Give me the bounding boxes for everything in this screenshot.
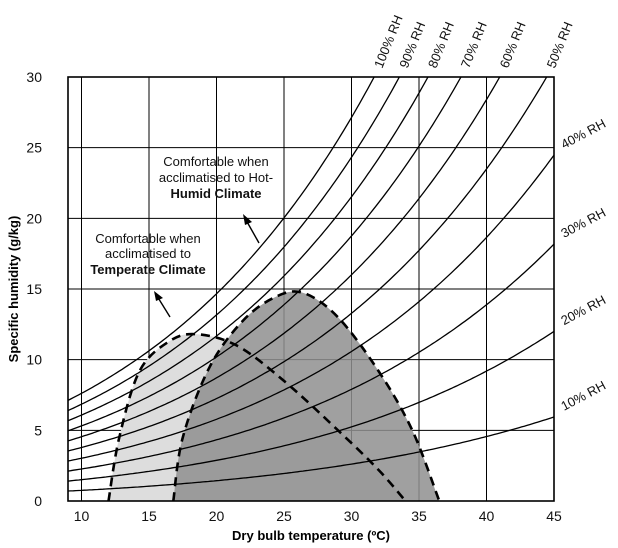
temperate-annotation: Comfortable when acclimatised to Tempera…: [90, 231, 206, 318]
rh-curve-50: [68, 77, 548, 452]
hot-humid-zone-border: [172, 290, 441, 501]
y-tick-label: 20: [26, 210, 42, 226]
hot-humid-arrow: [245, 219, 260, 244]
rh-curve-70: [68, 77, 462, 432]
rh-label-20: 20% RH: [558, 292, 608, 328]
rh-curve-20: [68, 330, 554, 482]
y-tick-label: 0: [34, 493, 42, 509]
hot-humid-annotation-line-1: Comfortable when: [163, 154, 269, 169]
y-tick-label: 30: [26, 69, 42, 85]
plot-frame: [67, 76, 555, 502]
hot-humid-zone-fill: [173, 291, 440, 501]
rh-curves: [68, 77, 554, 492]
temperate-arrowhead: [154, 291, 163, 301]
x-tick-label: 10: [74, 508, 90, 524]
rh-label-30: 30% RH: [558, 205, 608, 241]
rh-curve-60: [68, 77, 501, 442]
rh-label-10: 10% RH: [558, 378, 608, 414]
x-axis-title: Dry bulb temperature (ºC): [232, 528, 390, 543]
temperate-annotation-line-1: Comfortable when: [95, 231, 201, 246]
hot-humid-annotation-line-3: Humid Climate: [170, 186, 261, 201]
y-axis-title: Specific humidity (g/kg): [6, 216, 21, 363]
x-tick-label: 15: [141, 508, 157, 524]
x-tick-label: 20: [209, 508, 225, 524]
temperate-annotation-line-2: acclimatised to: [105, 246, 191, 261]
y-tick-labels: 0 5 10 15 20 25 30: [26, 69, 42, 509]
rh-curve-40: [68, 154, 554, 462]
comfort-zones: [108, 291, 440, 501]
hot-humid-arrowhead: [243, 214, 252, 225]
rh-label-60: 60% RH: [497, 20, 529, 71]
rh-curve-90: [68, 77, 401, 412]
temperate-zone-border: [107, 332, 407, 501]
comfort-zone-borders: [107, 290, 441, 501]
rh-label-50: 50% RH: [544, 20, 576, 71]
x-tick-label: 40: [479, 508, 495, 524]
rh-curve-100: [68, 77, 375, 401]
rh-curve-10: [68, 416, 554, 492]
rh-label-80: 80% RH: [425, 20, 457, 71]
rh-label-40: 40% RH: [558, 116, 608, 152]
y-tick-label: 25: [26, 140, 42, 156]
rh-label-70: 70% RH: [458, 20, 490, 71]
y-tick-label: 15: [26, 281, 42, 297]
y-tick-label: 10: [26, 352, 42, 368]
rh-curve-80: [68, 77, 429, 422]
x-tick-label: 45: [546, 508, 562, 524]
x-tick-label: 35: [411, 508, 427, 524]
x-tick-labels: 10 15 20 25 30 35 40 45: [74, 508, 562, 524]
x-tick-label: 25: [276, 508, 292, 524]
temperate-annotation-line-3: Temperate Climate: [90, 262, 205, 277]
rh-curve-30: [68, 243, 554, 472]
x-tick-label: 30: [344, 508, 360, 524]
hot-humid-annotation: Comfortable when acclimatised to Hot- Hu…: [159, 154, 273, 244]
y-tick-label: 5: [34, 422, 42, 438]
hot-humid-annotation-line-2: acclimatised to Hot-: [159, 170, 273, 185]
